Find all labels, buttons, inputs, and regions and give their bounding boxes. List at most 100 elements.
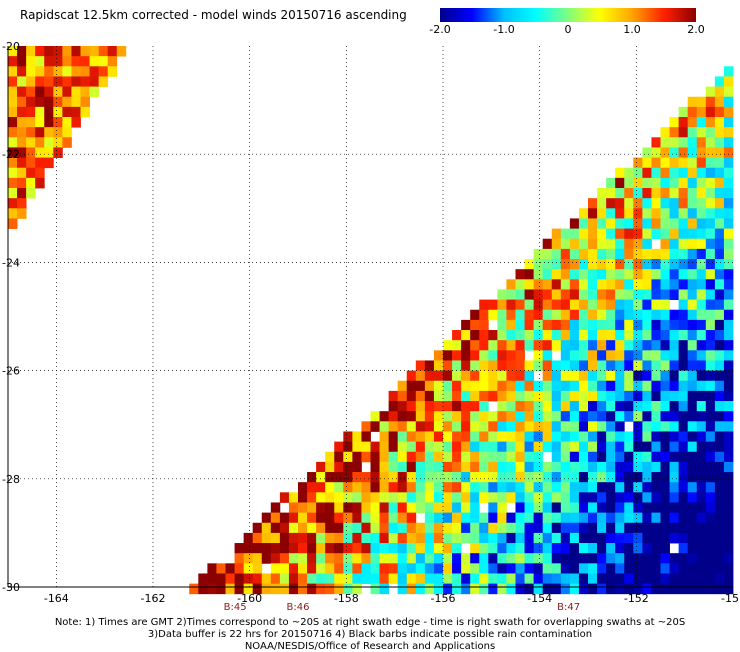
heatmap-cell bbox=[660, 319, 670, 331]
heatmap-cell bbox=[542, 340, 553, 351]
heatmap-cell bbox=[288, 583, 299, 595]
heatmap-cell bbox=[678, 553, 689, 564]
heatmap-cell bbox=[415, 482, 426, 493]
heatmap-cell bbox=[352, 502, 362, 514]
heatmap-cell bbox=[261, 512, 272, 524]
heatmap-cell bbox=[615, 441, 625, 453]
heatmap-cell bbox=[515, 472, 525, 483]
heatmap-cell bbox=[488, 350, 498, 361]
heatmap-cell bbox=[542, 563, 553, 574]
heatmap-cell bbox=[361, 492, 371, 503]
heatmap-cell bbox=[470, 380, 480, 392]
heatmap-cell bbox=[524, 269, 535, 280]
heatmap-cell bbox=[714, 482, 725, 493]
heatmap-cell bbox=[424, 543, 435, 554]
heatmap-cell bbox=[705, 431, 716, 442]
colorbar-tick-label: 2.0 bbox=[687, 23, 705, 36]
heatmap-cell bbox=[615, 573, 625, 585]
heatmap-cell bbox=[316, 532, 326, 544]
heatmap-cell bbox=[615, 563, 625, 574]
heatmap-cell bbox=[270, 553, 281, 564]
heatmap-cell bbox=[597, 563, 607, 574]
heatmap-cell bbox=[515, 319, 525, 331]
heatmap-cell bbox=[578, 330, 589, 341]
heatmap-cell bbox=[642, 360, 652, 371]
heatmap-cell bbox=[597, 532, 607, 544]
heatmap-cell bbox=[624, 370, 634, 382]
heatmap-cell bbox=[588, 390, 598, 402]
heatmap-cell bbox=[388, 411, 399, 422]
heatmap-cell bbox=[597, 502, 607, 514]
heatmap-cell bbox=[406, 472, 417, 483]
heatmap-cell bbox=[660, 259, 670, 270]
heatmap-cell bbox=[633, 259, 643, 270]
heatmap-cell bbox=[678, 340, 689, 351]
heatmap-cell bbox=[234, 583, 245, 595]
heatmap-cell bbox=[307, 492, 317, 503]
heatmap-cell bbox=[252, 563, 263, 574]
heatmap-cell bbox=[361, 543, 371, 554]
heatmap-cell bbox=[506, 461, 516, 473]
heatmap-cell bbox=[723, 421, 734, 432]
heatmap-cell bbox=[551, 522, 562, 534]
heatmap-cell bbox=[660, 390, 670, 402]
heatmap-cell bbox=[17, 106, 27, 118]
heatmap-cell bbox=[660, 421, 670, 432]
heatmap-cell bbox=[542, 512, 553, 524]
heatmap-cell bbox=[723, 340, 734, 351]
heatmap-cell bbox=[252, 573, 263, 585]
heatmap-cell bbox=[497, 522, 507, 534]
heatmap-cell bbox=[379, 441, 390, 453]
heatmap-cell bbox=[488, 543, 498, 554]
heatmap-cell bbox=[316, 461, 326, 473]
heatmap-cell bbox=[89, 56, 100, 67]
heatmap-cell bbox=[678, 238, 689, 250]
heatmap-cell bbox=[705, 451, 716, 463]
heatmap-cell bbox=[515, 401, 525, 412]
heatmap-cell bbox=[560, 451, 571, 463]
heatmap-cell bbox=[452, 370, 462, 382]
heatmap-cell bbox=[461, 532, 471, 544]
heatmap-cell bbox=[424, 451, 435, 463]
heatmap-cell bbox=[298, 522, 308, 534]
heatmap-cell bbox=[669, 177, 680, 189]
heatmap-cell bbox=[597, 218, 607, 229]
heatmap-cell bbox=[515, 350, 525, 361]
heatmap-cell bbox=[696, 492, 707, 503]
heatmap-cell bbox=[651, 198, 661, 209]
heatmap-cell bbox=[497, 441, 507, 453]
heatmap-cell bbox=[588, 289, 598, 300]
heatmap-cell bbox=[624, 259, 634, 270]
heatmap-cell bbox=[705, 543, 716, 554]
heatmap-cell bbox=[316, 553, 326, 564]
heatmap-cell bbox=[551, 441, 562, 453]
heatmap-cell bbox=[696, 218, 707, 229]
heatmap-cell bbox=[406, 482, 417, 493]
heatmap-cell bbox=[569, 370, 580, 382]
heatmap-cell bbox=[696, 411, 707, 422]
heatmap-cell bbox=[325, 502, 335, 514]
heatmap-cell bbox=[696, 340, 707, 351]
heatmap-cell bbox=[533, 543, 544, 554]
heatmap-cell bbox=[678, 137, 689, 148]
heatmap-cell bbox=[723, 573, 734, 585]
heatmap-cell bbox=[334, 512, 344, 524]
heatmap-cell bbox=[669, 117, 680, 128]
heatmap-cell bbox=[633, 228, 643, 240]
heatmap-cell bbox=[578, 299, 589, 311]
heatmap-cell bbox=[424, 380, 435, 392]
heatmap-cell bbox=[17, 177, 27, 189]
heatmap-cell bbox=[560, 350, 571, 361]
heatmap-cell bbox=[506, 421, 516, 432]
axes bbox=[7, 46, 733, 588]
heatmap-cell bbox=[660, 269, 670, 280]
heatmap-cell bbox=[597, 401, 607, 412]
heatmap-cell bbox=[705, 289, 716, 300]
heatmap-cell bbox=[424, 583, 435, 595]
heatmap-cell bbox=[669, 319, 680, 331]
heatmap-cell bbox=[578, 502, 589, 514]
heatmap-cell bbox=[660, 289, 670, 300]
heatmap-cell bbox=[569, 228, 580, 240]
heatmap-cell bbox=[107, 46, 118, 57]
heatmap-cell bbox=[569, 390, 580, 402]
